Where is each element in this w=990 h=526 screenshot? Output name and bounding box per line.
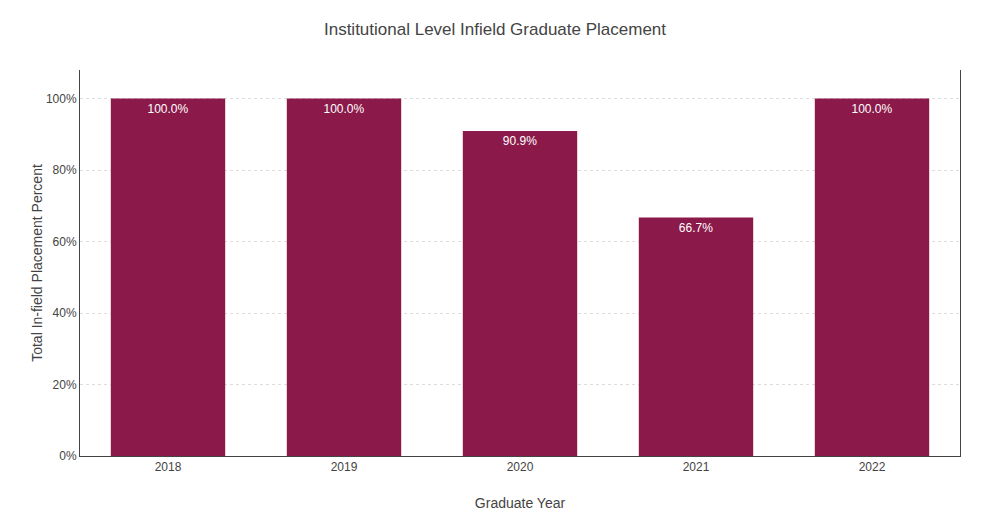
svg-text:Total In-field Placement Perce: Total In-field Placement Percent bbox=[29, 164, 45, 362]
svg-text:66.7%: 66.7% bbox=[679, 221, 713, 235]
svg-text:0%: 0% bbox=[59, 449, 77, 463]
svg-text:2021: 2021 bbox=[683, 460, 710, 474]
svg-text:100.0%: 100.0% bbox=[147, 102, 188, 116]
svg-text:2019: 2019 bbox=[331, 460, 358, 474]
svg-text:100.0%: 100.0% bbox=[851, 102, 892, 116]
svg-text:100.0%: 100.0% bbox=[323, 102, 364, 116]
svg-text:Graduate Year: Graduate Year bbox=[475, 495, 566, 511]
svg-text:90.9%: 90.9% bbox=[503, 134, 537, 148]
svg-text:100%: 100% bbox=[46, 92, 77, 106]
svg-text:60%: 60% bbox=[53, 235, 77, 249]
svg-text:20%: 20% bbox=[53, 378, 77, 392]
svg-text:40%: 40% bbox=[53, 306, 77, 320]
svg-text:Institutional Level Infield Gr: Institutional Level Infield Graduate Pla… bbox=[324, 20, 666, 39]
svg-text:2018: 2018 bbox=[155, 460, 182, 474]
svg-text:80%: 80% bbox=[53, 163, 77, 177]
svg-text:2022: 2022 bbox=[859, 460, 886, 474]
svg-text:2020: 2020 bbox=[507, 460, 534, 474]
